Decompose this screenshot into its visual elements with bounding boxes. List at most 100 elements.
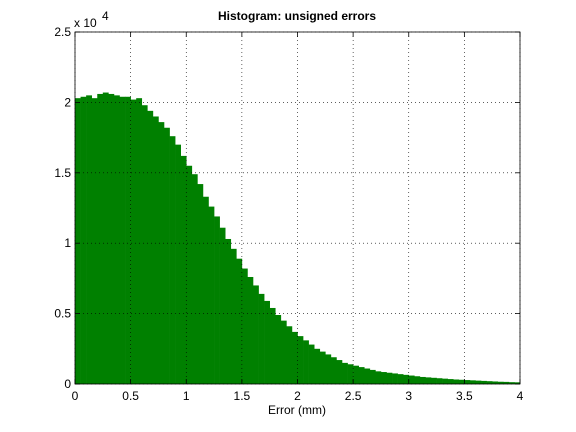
bar bbox=[414, 376, 421, 384]
bar bbox=[202, 196, 209, 384]
bar bbox=[102, 92, 109, 384]
bar bbox=[75, 98, 81, 385]
bar bbox=[180, 155, 187, 384]
bar bbox=[108, 93, 115, 385]
bar bbox=[197, 184, 204, 384]
bar bbox=[125, 96, 131, 384]
bar bbox=[253, 285, 259, 384]
bar bbox=[397, 374, 404, 384]
bar bbox=[314, 348, 321, 384]
bar bbox=[469, 380, 476, 384]
bar bbox=[175, 144, 181, 384]
bar bbox=[247, 276, 254, 384]
bar bbox=[241, 268, 248, 384]
bar bbox=[358, 367, 365, 384]
bar bbox=[269, 307, 276, 384]
bar bbox=[225, 238, 232, 384]
bar bbox=[481, 380, 487, 384]
bar bbox=[275, 315, 282, 384]
y-tick-label: 2 bbox=[64, 95, 71, 109]
x-tick-label: 3.5 bbox=[456, 389, 473, 403]
bar bbox=[497, 381, 504, 384]
bar bbox=[453, 379, 460, 384]
y-multiplier: x 10 bbox=[74, 16, 97, 30]
x-tick-label: 0 bbox=[72, 389, 79, 403]
x-tick-label: 4 bbox=[517, 389, 524, 403]
bar bbox=[286, 326, 293, 384]
bar bbox=[364, 368, 371, 384]
bar bbox=[492, 381, 499, 384]
bar bbox=[308, 344, 315, 384]
x-tick-label: 1.5 bbox=[234, 389, 251, 403]
bar bbox=[392, 373, 398, 384]
y-tick-label: 2.5 bbox=[54, 25, 71, 39]
x-tick-label: 1 bbox=[183, 389, 190, 403]
bar bbox=[336, 360, 343, 384]
bar bbox=[425, 377, 432, 384]
y-tick-label: 1 bbox=[64, 236, 71, 250]
y-tick-label: 0.5 bbox=[54, 307, 71, 321]
bar bbox=[258, 293, 265, 384]
bar bbox=[303, 340, 309, 384]
bar bbox=[347, 364, 354, 384]
bar bbox=[119, 96, 126, 384]
chart-title: Histogram: unsigned errors bbox=[218, 9, 376, 23]
bar bbox=[431, 377, 437, 384]
bar bbox=[169, 136, 176, 384]
bar bbox=[214, 216, 220, 384]
bar bbox=[503, 381, 510, 384]
bar bbox=[113, 95, 120, 385]
bar bbox=[319, 351, 326, 384]
bar bbox=[186, 165, 193, 384]
bar bbox=[447, 379, 454, 384]
bar bbox=[486, 381, 493, 384]
bar bbox=[80, 96, 87, 384]
bar bbox=[436, 378, 443, 384]
bar bbox=[403, 374, 410, 384]
bar bbox=[147, 110, 154, 385]
bar bbox=[353, 365, 359, 384]
bar bbox=[514, 382, 521, 384]
bar bbox=[264, 300, 270, 384]
bar bbox=[141, 105, 148, 384]
bar bbox=[291, 331, 298, 384]
x-tick-label: 2 bbox=[294, 389, 301, 403]
bar bbox=[408, 375, 415, 384]
bar bbox=[508, 382, 515, 384]
bar bbox=[236, 258, 243, 384]
bar bbox=[419, 376, 426, 384]
bar bbox=[325, 354, 332, 384]
bar bbox=[380, 372, 387, 384]
bar bbox=[464, 380, 471, 384]
bar bbox=[219, 227, 226, 384]
bar bbox=[442, 378, 448, 384]
bar bbox=[208, 206, 215, 384]
x-axis-label: Error (mm) bbox=[268, 403, 326, 417]
x-tick-label: 0.5 bbox=[122, 389, 139, 403]
bar bbox=[164, 127, 170, 384]
bar bbox=[230, 248, 237, 384]
bar bbox=[158, 122, 165, 384]
x-tick-label: 3 bbox=[405, 389, 412, 403]
bar bbox=[130, 99, 137, 385]
bar bbox=[280, 320, 287, 384]
axes-box bbox=[74, 31, 521, 385]
bar bbox=[152, 116, 159, 384]
bar bbox=[86, 95, 92, 385]
bar bbox=[136, 98, 143, 385]
y-tick-label: 1.5 bbox=[54, 166, 71, 180]
bar bbox=[386, 372, 393, 384]
y-tick-label: 0 bbox=[64, 377, 71, 391]
bar bbox=[375, 371, 382, 384]
y-multiplier-exponent: 4 bbox=[102, 9, 109, 23]
bar bbox=[369, 369, 376, 384]
bar bbox=[342, 362, 348, 384]
bar bbox=[475, 380, 482, 384]
x-tick-label: 2.5 bbox=[345, 389, 362, 403]
bar bbox=[458, 379, 465, 384]
bar bbox=[97, 93, 104, 385]
bar bbox=[191, 174, 198, 384]
bar bbox=[330, 357, 337, 384]
